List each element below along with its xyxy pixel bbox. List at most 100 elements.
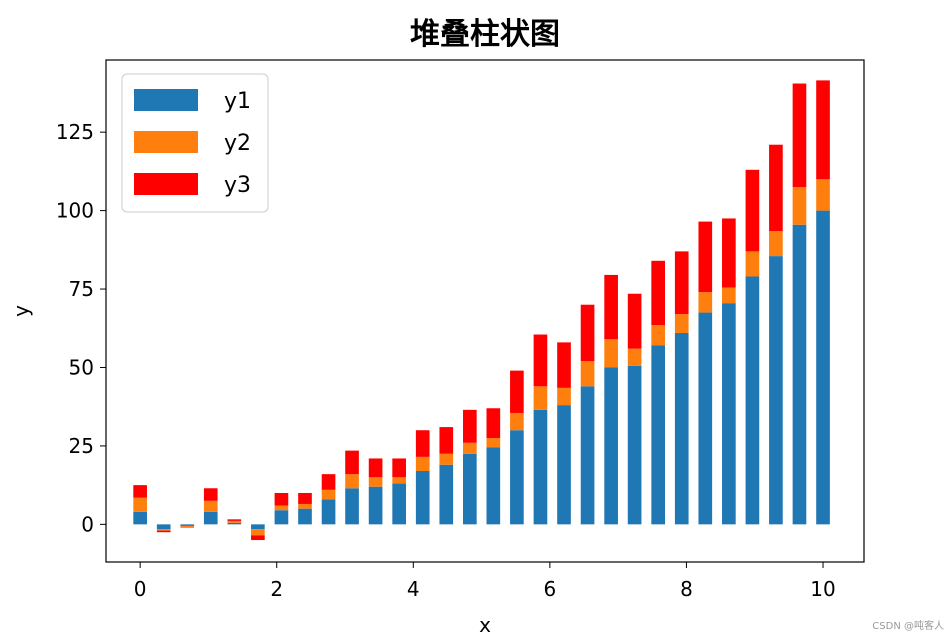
bar-y1-20	[604, 367, 618, 525]
bar-y2-20	[604, 339, 618, 368]
bar-y1-15	[486, 447, 501, 525]
legend-label-y3: y3	[224, 173, 251, 198]
bar-y2-3	[203, 500, 218, 512]
bar-y3-16	[510, 370, 524, 413]
bar-y2-12	[415, 456, 430, 472]
bar-y2-0	[133, 497, 147, 512]
bar-y1-26	[745, 276, 760, 525]
bar-y3-17	[533, 334, 548, 387]
bar-y2-22	[651, 325, 666, 346]
bar-y1-12	[415, 471, 430, 525]
bar-y3-23	[674, 251, 689, 315]
bar-y3-3	[203, 488, 218, 501]
bar-y1-21	[627, 365, 642, 525]
bar-y3-7	[298, 492, 312, 504]
y-tick-label: 75	[69, 277, 94, 301]
y-axis-ticks: 0 25 50 75 100 125	[56, 120, 106, 536]
x-tick-label: 6	[544, 577, 557, 601]
bar-y1-27	[769, 256, 783, 525]
bar-y1-16	[510, 430, 524, 525]
bar-y3-12	[415, 430, 430, 457]
plot-frame	[105, 59, 865, 563]
legend: y1 y2 y3	[121, 73, 269, 213]
bar-y1-19	[580, 386, 595, 525]
bar-y1-25	[722, 303, 736, 525]
bar-y2-24	[698, 292, 713, 313]
bar-y2-5	[251, 529, 265, 536]
x-tick-label: 8	[680, 577, 693, 601]
bar-y3-4	[227, 519, 242, 521]
bar-y2-16	[510, 412, 524, 431]
bar-y3-11	[392, 458, 406, 478]
legend-swatch-y2	[134, 131, 198, 153]
bar-y1-7	[298, 508, 312, 525]
bar-y2-17	[533, 386, 548, 410]
bar-y2-9	[345, 474, 359, 489]
bar-y1-22	[651, 345, 666, 525]
y-tick-label: 100	[56, 199, 94, 223]
bar-y2-13	[439, 453, 454, 465]
legend-swatch-y3	[134, 173, 198, 195]
y-tick-label: 25	[69, 434, 94, 458]
bar-y2-21	[627, 348, 642, 366]
bar-y3-28	[792, 83, 807, 188]
bar-y3-18	[557, 342, 571, 388]
x-axis-ticks: 0 2 4 6 8 10	[134, 562, 836, 601]
y-axis-label: y	[9, 305, 33, 317]
bar-y1-29	[816, 210, 830, 525]
bar-y3-13	[439, 427, 454, 454]
bar-y2-14	[463, 442, 477, 454]
bar-y3-26	[745, 169, 760, 252]
bar-y1-9	[345, 488, 359, 525]
legend-label-y1: y1	[224, 89, 251, 114]
bar-y3-0	[133, 485, 147, 498]
bar-y2-4	[227, 520, 242, 523]
bar-y2-1	[156, 529, 171, 531]
chart-title: 堆叠柱状图	[410, 17, 560, 52]
x-tick-label: 4	[407, 577, 420, 601]
watermark: CSDN @吨客人	[872, 621, 944, 632]
bar-y2-25	[722, 287, 736, 304]
bar-y3-24	[698, 221, 713, 293]
legend-label-y2: y2	[224, 131, 251, 156]
bar-y3-21	[627, 293, 642, 349]
bar-y2-23	[674, 314, 689, 333]
bar-y2-18	[557, 387, 571, 406]
bar-y1-24	[698, 312, 713, 525]
bar-y1-11	[392, 483, 406, 525]
bar-y1-5	[251, 524, 265, 530]
bar-y3-2	[180, 526, 195, 528]
bar-y2-29	[816, 179, 830, 211]
bar-y2-26	[745, 251, 760, 277]
bar-y3-27	[769, 144, 783, 231]
bar-y2-6	[274, 505, 289, 511]
bar-y1-23	[674, 332, 689, 525]
bar-y3-1	[156, 530, 171, 533]
bar-y1-6	[274, 510, 289, 525]
x-axis-label: x	[479, 613, 491, 637]
x-tick-label: 0	[134, 577, 147, 601]
bar-y3-20	[604, 274, 618, 340]
bar-y2-27	[769, 230, 783, 257]
bar-y2-7	[298, 503, 312, 509]
bar-y3-6	[274, 492, 289, 506]
bar-y3-15	[486, 408, 501, 439]
bar-y1-2	[180, 524, 195, 526]
bar-y1-10	[368, 486, 383, 525]
x-tick-label: 2	[270, 577, 283, 601]
bar-y2-11	[392, 477, 406, 484]
bar-y2-19	[580, 361, 595, 387]
bar-y1-3	[203, 511, 218, 525]
bar-y3-8	[321, 474, 336, 490]
bar-y1-14	[463, 453, 477, 525]
bar-y1-0	[133, 511, 147, 525]
bar-y1-18	[557, 405, 571, 525]
bar-y2-8	[321, 489, 336, 500]
bar-y3-5	[251, 535, 265, 541]
bar-y3-10	[368, 458, 383, 478]
bar-y1-1	[156, 524, 171, 530]
x-tick-label: 10	[810, 577, 835, 601]
y-tick-label: 50	[69, 355, 94, 379]
bar-y1-8	[321, 499, 336, 525]
